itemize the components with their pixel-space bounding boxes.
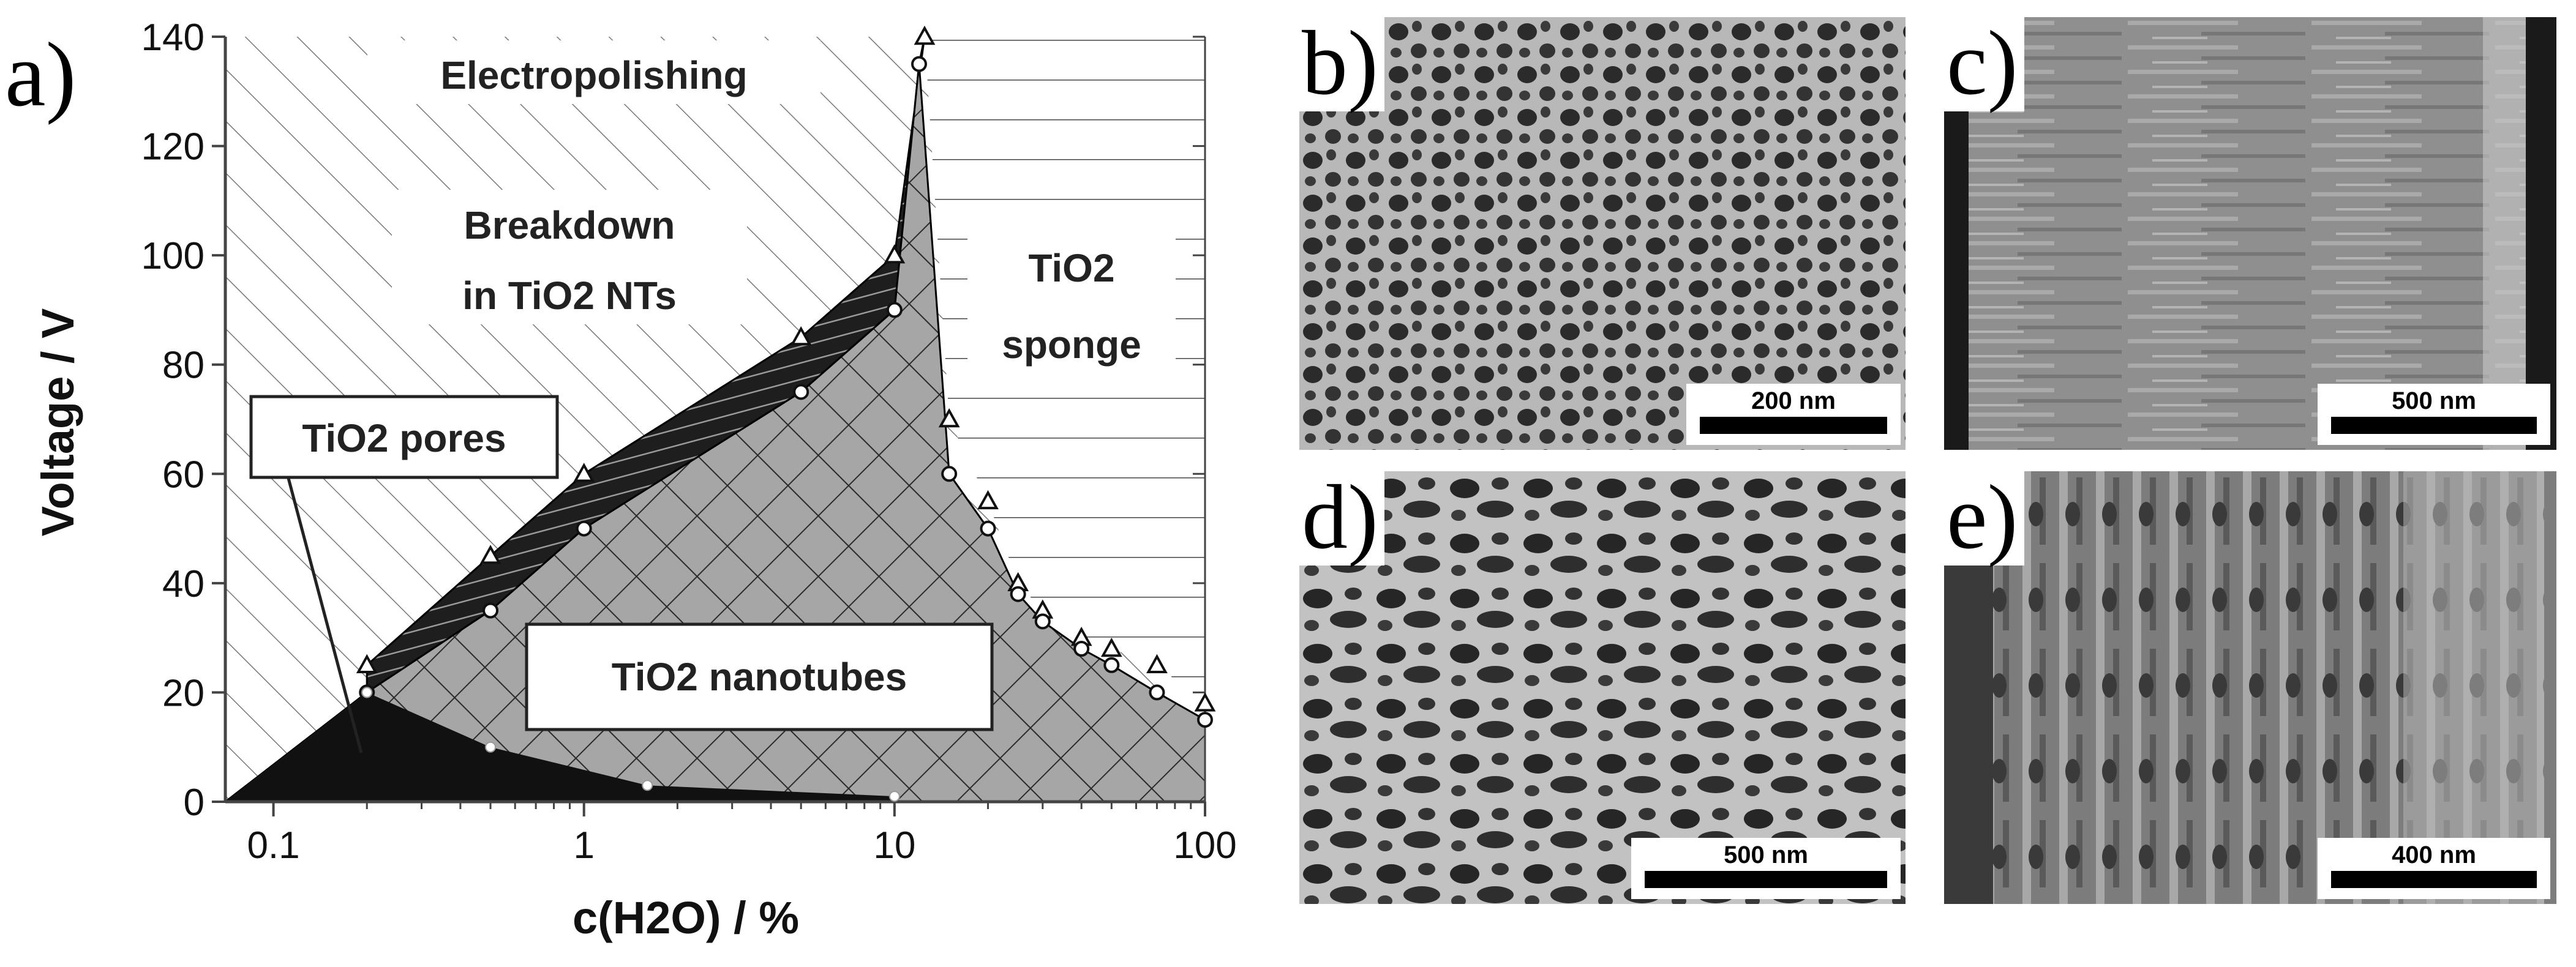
scalebar-e-label: 400 nm	[2392, 842, 2476, 868]
x-tick-label: 100	[1173, 824, 1236, 867]
sem-panel-c: c) 500 nm	[1944, 17, 2556, 450]
y-tick-label: 0	[184, 782, 205, 824]
y-tick-label: 60	[162, 454, 205, 496]
circle-marker	[1197, 712, 1213, 728]
scalebar-e: 400 nm	[2318, 838, 2550, 899]
y-tick-label: 100	[141, 235, 205, 277]
sponge-label-line1: TiO2	[1028, 246, 1114, 290]
panel-label-a: a)	[5, 24, 77, 125]
scalebar-d-label: 500 nm	[1724, 842, 1808, 868]
sem-label-d: d)	[1299, 471, 1384, 566]
star-marker	[485, 741, 497, 753]
triangle-marker	[1194, 692, 1216, 712]
circle-marker	[1034, 613, 1051, 630]
circle-marker	[576, 520, 592, 537]
y-tick-label: 80	[162, 345, 205, 387]
circle-marker	[980, 520, 996, 537]
sem-label-c: c)	[1944, 17, 2024, 111]
triangle-marker	[977, 490, 999, 510]
star-marker	[642, 780, 653, 791]
circle-marker	[793, 384, 809, 400]
x-tick-label: 1	[573, 824, 594, 867]
sem-label-b: b)	[1299, 17, 1384, 111]
circle-marker	[1149, 684, 1165, 701]
circle-marker	[1010, 586, 1026, 602]
scalebar-b-label: 200 nm	[1751, 387, 1836, 414]
sem-image-b	[1299, 17, 1906, 450]
x-tick-label: 0.1	[247, 824, 299, 867]
scalebar-c-label: 500 nm	[2392, 387, 2476, 414]
y-axis-label: Voltage / V	[32, 308, 83, 537]
circle-marker	[1103, 657, 1120, 673]
circle-marker	[886, 302, 903, 318]
circle-marker	[1073, 641, 1090, 657]
scalebar-b: 200 nm	[1686, 384, 1901, 445]
nanotubes-label: TiO2 nanotubes	[612, 655, 907, 699]
sem-image-d	[1299, 471, 1906, 904]
star-marker	[888, 791, 900, 802]
sponge-label-line2: sponge	[1002, 323, 1141, 367]
triangle-marker	[479, 545, 501, 564]
circle-marker	[941, 466, 958, 482]
scalebar-c: 500 nm	[2318, 384, 2550, 445]
triangle-marker	[938, 408, 960, 428]
sem-image-e	[1944, 471, 2556, 904]
pores-pointer-line	[285, 471, 363, 753]
star-marker	[361, 687, 373, 698]
data-markers	[356, 25, 1216, 802]
sem-panel-b: b) 200 nm	[1299, 17, 1906, 450]
sem-label-e: e)	[1944, 471, 2024, 566]
triangle-marker	[1100, 637, 1122, 657]
sponge-label-bg	[967, 233, 1176, 386]
circle-marker	[911, 56, 928, 72]
scalebar-d-bar	[1645, 871, 1887, 888]
sem-panel-d: d) 500 nm	[1299, 471, 1906, 904]
scalebar-c-bar	[2331, 417, 2537, 434]
triangle-marker	[914, 25, 936, 45]
pores-region	[225, 692, 895, 802]
electropolishing-label-bg	[367, 40, 820, 104]
pores-label: TiO2 pores	[302, 416, 506, 460]
nanotubes-label-box	[525, 622, 994, 731]
breakdown-label-bg	[392, 190, 747, 324]
triangle-marker	[790, 326, 812, 346]
breakdown-label-line1: Breakdown	[464, 203, 675, 247]
electropolishing-label: Electropolishing	[440, 53, 747, 97]
circle-marker	[483, 602, 499, 619]
pores-label-box	[249, 395, 559, 479]
x-axis-label: c(H2O) / %	[573, 892, 799, 943]
scalebar-b-bar	[1700, 417, 1887, 434]
y-tick-label: 120	[141, 126, 205, 168]
x-tick-label: 10	[873, 824, 915, 867]
scalebar-e-bar	[2331, 871, 2537, 888]
triangle-marker	[356, 654, 378, 673]
y-tick-label: 40	[162, 563, 205, 605]
sem-panel-e: e) 400 nm	[1944, 471, 2556, 904]
y-tick-label: 20	[162, 672, 205, 714]
ticks: 0 20 40 60 80 100 120 140 0.1 1 10 100	[141, 17, 1237, 867]
scalebar-d: 500 nm	[1631, 838, 1901, 899]
triangle-marker	[884, 244, 906, 264]
sem-image-c	[1944, 17, 2556, 450]
triangle-marker	[573, 463, 595, 482]
y-tick-label: 140	[141, 17, 205, 59]
breakdown-label-line2: in TiO2 NTs	[462, 274, 677, 318]
triangle-marker	[1146, 654, 1168, 673]
